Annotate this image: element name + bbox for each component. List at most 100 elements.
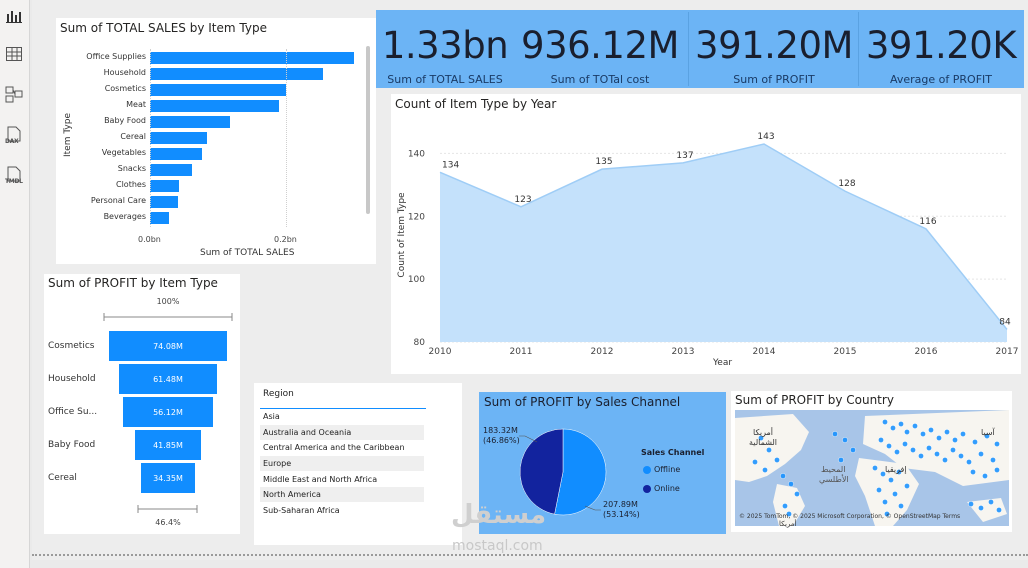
bar[interactable]	[150, 180, 180, 192]
map-bubble[interactable]	[896, 469, 902, 475]
map-bubble[interactable]	[832, 431, 838, 437]
map-bubble[interactable]	[888, 477, 894, 483]
map-bubble[interactable]	[752, 459, 758, 465]
map-bubble[interactable]	[894, 449, 900, 455]
map-bubble[interactable]	[904, 429, 910, 435]
sales-by-item-type-chart[interactable]: Sum of TOTAL SALES by Item Type Item Typ…	[56, 18, 376, 264]
slicer-item-middle-east[interactable]: Middle East and North Africa	[263, 475, 378, 484]
map-bubble[interactable]	[780, 473, 786, 479]
map-bubble[interactable]	[842, 437, 848, 443]
map-bubble[interactable]	[952, 437, 958, 443]
pie-slice-offline[interactable]	[519, 428, 564, 515]
legend-item-online[interactable]: Online	[643, 484, 680, 493]
map-bubble[interactable]	[994, 467, 1000, 473]
map-bubble[interactable]	[944, 429, 950, 435]
map-bubble[interactable]	[766, 447, 772, 453]
slicer-item-europe[interactable]: Europe	[260, 456, 424, 471]
bar[interactable]	[150, 84, 286, 96]
map-bubble[interactable]	[886, 443, 892, 449]
map-bubble[interactable]	[990, 457, 996, 463]
bar[interactable]	[150, 164, 193, 176]
slicer-item-sub-saharan-africa[interactable]: Sub-Saharan Africa	[263, 506, 340, 515]
map-bubble[interactable]	[978, 451, 984, 457]
map-bubble[interactable]	[880, 471, 886, 477]
map-bubble[interactable]	[994, 441, 1000, 447]
map-bubble[interactable]	[970, 469, 976, 475]
map-bubble[interactable]	[928, 427, 934, 433]
map-bubble[interactable]	[912, 423, 918, 429]
bar[interactable]	[150, 52, 354, 64]
bar[interactable]	[150, 196, 178, 208]
map-bubble[interactable]	[936, 435, 942, 441]
region-slicer[interactable]: Region Asia Australia and Oceania Centra…	[254, 383, 462, 545]
legend-item-offline[interactable]: Offline	[643, 465, 680, 474]
map-bubble[interactable]	[958, 453, 964, 459]
map-bubble[interactable]	[762, 467, 768, 473]
map-bubble[interactable]	[968, 501, 974, 507]
map-bubble[interactable]	[872, 465, 878, 471]
bar[interactable]	[150, 132, 208, 144]
bar[interactable]	[150, 116, 230, 128]
map-bubble[interactable]	[898, 503, 904, 509]
kpi-card-average-profit[interactable]: 391.20K Average of PROFIT	[860, 10, 1022, 88]
map-bubble[interactable]	[978, 505, 984, 511]
map-bubble[interactable]	[758, 435, 764, 441]
funnel-bar[interactable]: 61.48M	[119, 364, 217, 394]
dax-query-icon[interactable]: DAX	[4, 124, 24, 145]
profit-by-sales-channel-pie[interactable]: Sum of PROFIT by Sales Channel 183.32M (…	[479, 392, 726, 534]
bar[interactable]	[150, 148, 202, 160]
count-by-year-chart[interactable]: Count of Item Type by Year Count of Item…	[391, 94, 1021, 374]
funnel-bar[interactable]: 41.85M	[134, 430, 202, 460]
map-bubble[interactable]	[884, 511, 890, 517]
map-bubble[interactable]	[926, 445, 932, 451]
slicer-item-asia[interactable]: Asia	[263, 412, 280, 421]
map-bubble[interactable]	[972, 439, 978, 445]
slicer-item-north-america[interactable]: North America	[260, 487, 424, 502]
bar[interactable]	[150, 68, 324, 80]
map-bubble[interactable]	[882, 419, 888, 425]
map-bubble[interactable]	[988, 499, 994, 505]
map-bubble[interactable]	[782, 503, 788, 509]
map-bubble[interactable]	[786, 511, 792, 517]
funnel-bar[interactable]: 34.35M	[140, 463, 196, 493]
table-view-icon[interactable]	[4, 44, 24, 64]
map-bubble[interactable]	[910, 447, 916, 453]
map-bubble[interactable]	[904, 483, 910, 489]
map-bubble[interactable]	[794, 491, 800, 497]
map-canvas[interactable]	[735, 410, 1009, 526]
report-view-icon[interactable]	[4, 6, 24, 26]
area-fill[interactable]	[440, 144, 1007, 342]
bar[interactable]	[150, 100, 280, 112]
map-bubble[interactable]	[902, 441, 908, 447]
vertical-scrollbar[interactable]	[366, 46, 370, 214]
map-bubble[interactable]	[982, 473, 988, 479]
kpi-card-total-sales[interactable]: 1.33bn Sum of TOTAL SALES	[378, 10, 512, 88]
kpi-card-total-cost[interactable]: 936.12M Sum of TOTal cost	[512, 10, 688, 88]
map-bubble[interactable]	[920, 431, 926, 437]
map-bubble[interactable]	[918, 453, 924, 459]
map-bubble[interactable]	[892, 491, 898, 497]
map-bubble[interactable]	[774, 457, 780, 463]
slicer-item-australia-oceania[interactable]: Australia and Oceania	[260, 425, 424, 440]
model-view-icon[interactable]	[4, 84, 24, 104]
profit-by-item-type-funnel[interactable]: Sum of PROFIT by Item Type 100% Cosmetic…	[44, 274, 240, 534]
map-bubble[interactable]	[942, 457, 948, 463]
map-bubble[interactable]	[788, 481, 794, 487]
map-bubble[interactable]	[966, 459, 972, 465]
kpi-card-profit[interactable]: 391.20M Sum of PROFIT	[690, 10, 858, 88]
map-bubble[interactable]	[882, 499, 888, 505]
map-bubble[interactable]	[934, 451, 940, 457]
map-attribution[interactable]: © 2025 TomTom, © 2025 Microsoft Corporat…	[739, 513, 961, 520]
funnel-bar[interactable]: 56.12M	[123, 397, 213, 427]
map-bubble[interactable]	[898, 421, 904, 427]
map-bubble[interactable]	[850, 447, 856, 453]
map-bubble[interactable]	[950, 447, 956, 453]
map-bubble[interactable]	[838, 457, 844, 463]
map-bubble[interactable]	[890, 425, 896, 431]
tmdl-view-icon[interactable]: TMDL	[4, 164, 24, 185]
map-bubble[interactable]	[878, 437, 884, 443]
map-bubble[interactable]	[876, 487, 882, 493]
map-bubble[interactable]	[996, 507, 1002, 513]
slicer-item-central-america[interactable]: Central America and the Caribbean	[263, 443, 405, 452]
pie-slice-online[interactable]	[554, 428, 607, 516]
